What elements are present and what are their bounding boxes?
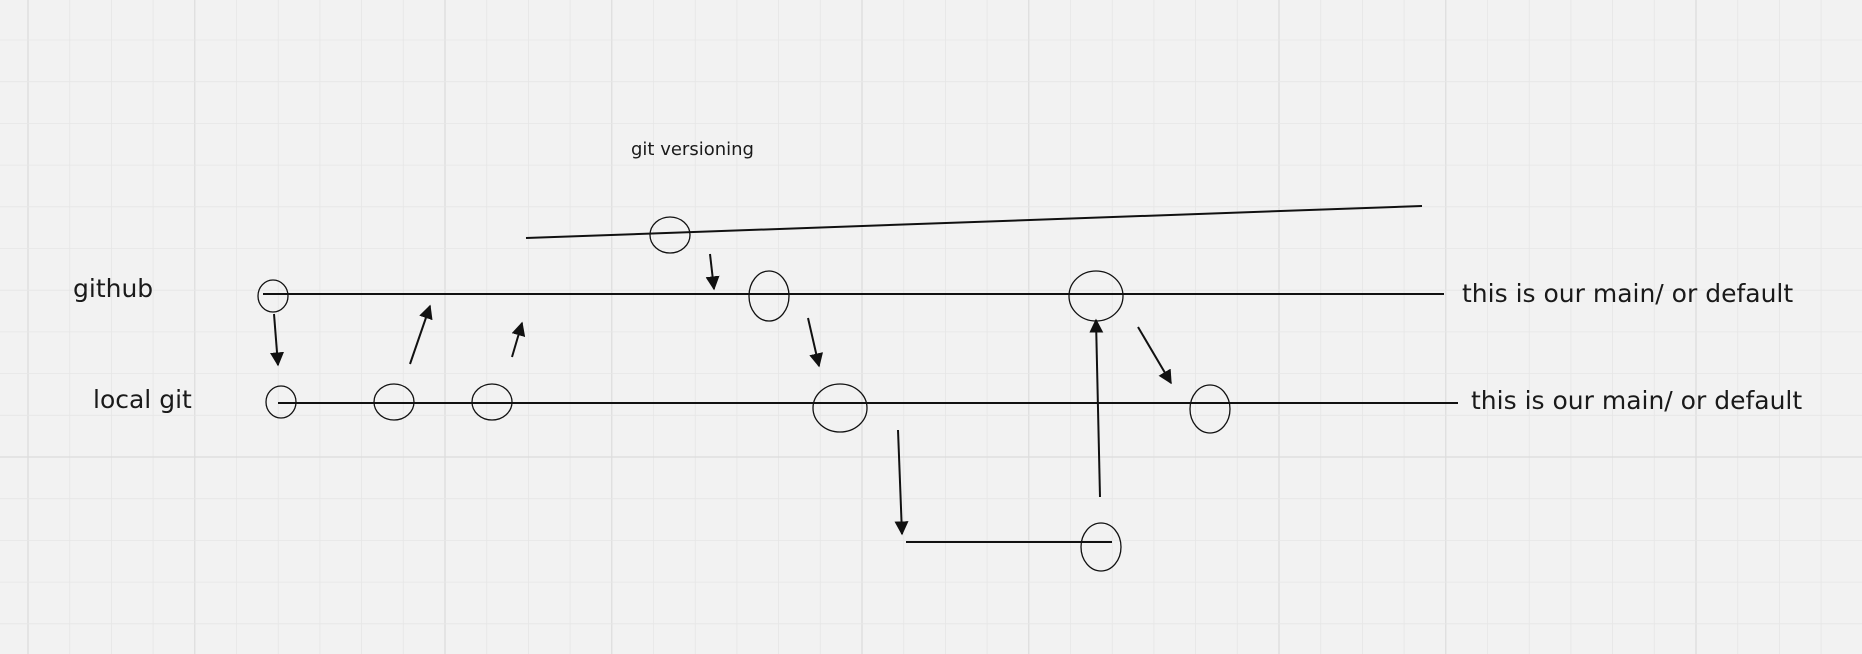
arrow-push-up-2[interactable]: [511, 321, 526, 358]
github-commit-node-1[interactable]: [257, 279, 289, 313]
diagram-title: git versioning: [631, 139, 754, 160]
arrow-clone-down[interactable]: [270, 313, 284, 367]
local-commit-node-3[interactable]: [471, 383, 513, 421]
github-label: github: [73, 274, 154, 303]
arrow-branch-down[interactable]: [894, 429, 909, 536]
versioning-commit-node[interactable]: [649, 216, 691, 254]
arrow-version-down[interactable]: [705, 253, 720, 291]
github-main-note: this is our main/ or default: [1462, 279, 1794, 308]
feature-commit-node[interactable]: [1080, 522, 1122, 572]
local-commit-node-5[interactable]: [1189, 384, 1231, 434]
github-commit-node-2[interactable]: [748, 270, 790, 322]
local-commit-node-1[interactable]: [265, 385, 297, 419]
local-commit-node-4[interactable]: [812, 383, 868, 433]
arrow-sync-down[interactable]: [1137, 326, 1172, 385]
versioning-branch-line[interactable]: [525, 205, 1423, 239]
arrow-pull-down[interactable]: [807, 317, 824, 368]
github-commit-node-3[interactable]: [1068, 270, 1124, 322]
arrow-merge-up[interactable]: [1089, 318, 1104, 498]
flow-arrows: [270, 253, 1172, 536]
arrow-push-up-1[interactable]: [409, 304, 433, 365]
commit-nodes: [257, 216, 1231, 572]
local-git-label: local git: [93, 385, 192, 414]
diagram-strokes: [263, 205, 1458, 543]
local-commit-node-2[interactable]: [373, 383, 415, 421]
local-main-note: this is our main/ or default: [1471, 386, 1803, 415]
